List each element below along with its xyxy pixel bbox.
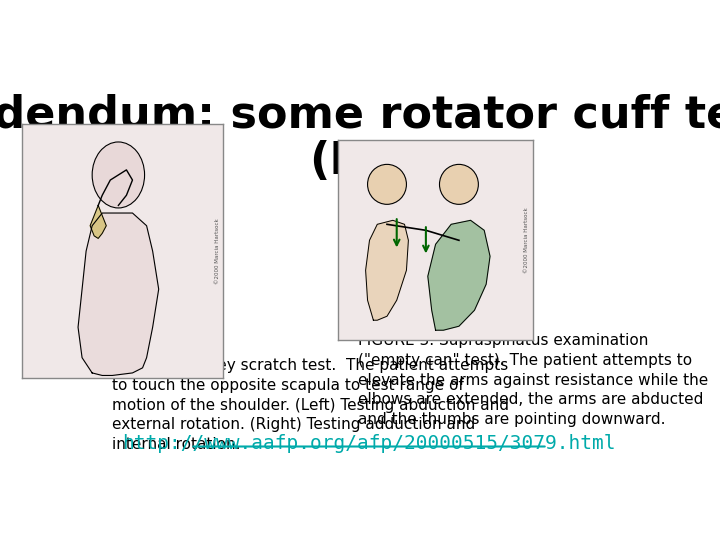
Text: ©2000 Marcia Hartsock: ©2000 Marcia Hartsock (524, 207, 529, 273)
Circle shape (368, 164, 406, 204)
Text: ©2000 Marcia Hartsock: ©2000 Marcia Hartsock (215, 218, 220, 284)
Polygon shape (90, 205, 107, 238)
Text: Addendum: some rotator cuff tests
(FYI): Addendum: some rotator cuff tests (FYI) (0, 94, 720, 183)
Text: http://www.aafp.org/afp/20000515/3079.html: http://www.aafp.org/afp/20000515/3079.ht… (122, 434, 616, 453)
Circle shape (439, 164, 478, 204)
Polygon shape (78, 213, 158, 375)
Circle shape (92, 142, 145, 208)
Polygon shape (366, 220, 408, 320)
Text: FIGURE 2. Apley scratch test.  The patient attempts
to touch the opposite scapul: FIGURE 2. Apley scratch test. The patien… (112, 358, 509, 452)
Text: FIGURE 3. Supraspinatus examination
("empty can" test). The patient attempts to
: FIGURE 3. Supraspinatus examination ("em… (358, 333, 708, 427)
Polygon shape (428, 220, 490, 330)
